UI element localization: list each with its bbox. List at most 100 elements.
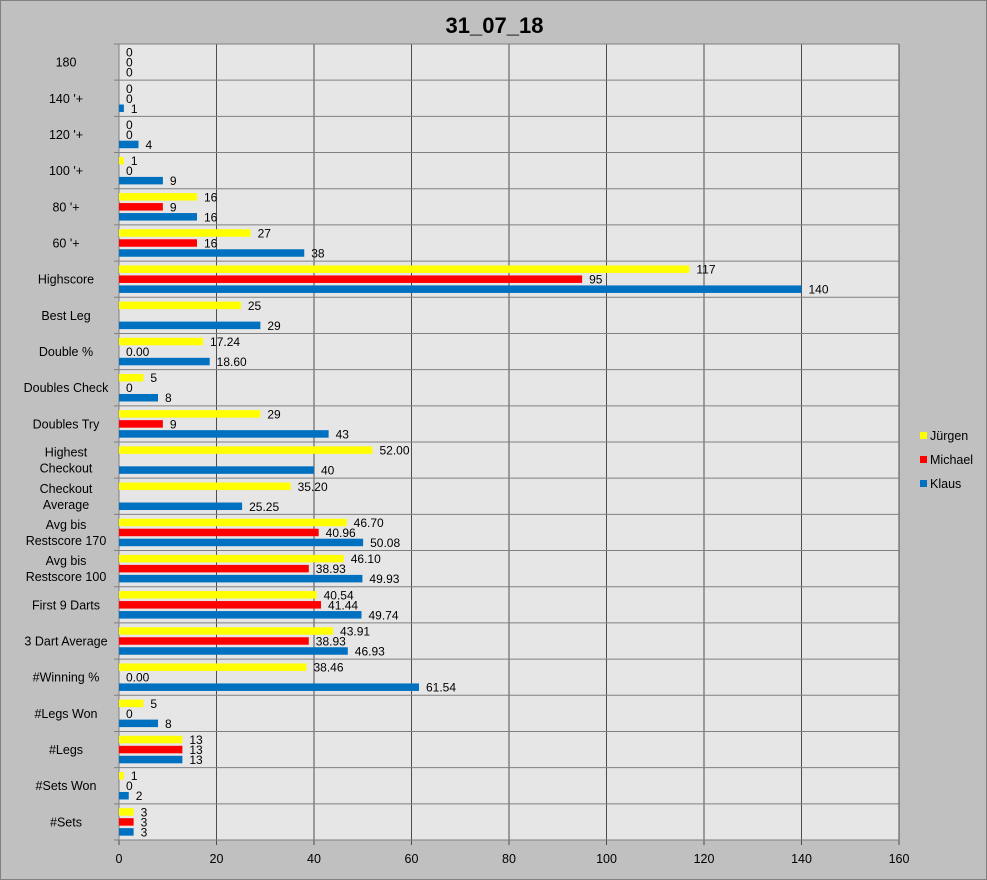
value-label: 0: [126, 46, 133, 60]
bar-jürgen: [119, 229, 251, 237]
value-label: 0: [126, 82, 133, 96]
bars: [119, 104, 802, 836]
x-tick-label: 20: [210, 852, 224, 866]
category-labels: 180 140 '+ 120 '+ 100 '+ 80 '+ 60 '+ Highscore…: [24, 56, 110, 830]
bar-klaus: [119, 502, 243, 511]
value-label: 5: [150, 371, 157, 385]
x-tick-label: 160: [889, 852, 910, 866]
value-label: 29: [267, 319, 281, 333]
value-label: 0: [126, 56, 133, 70]
bar-klaus: [119, 538, 364, 547]
bar-klaus: [119, 466, 314, 474]
value-label: 1: [131, 102, 138, 116]
bar-klaus: [119, 647, 348, 655]
value-label: 13: [189, 753, 203, 767]
category-label: #Legs: [49, 743, 83, 757]
value-label: 18.60: [217, 355, 247, 369]
x-tick-label: 120: [694, 852, 715, 866]
category-label: #Winning %: [33, 671, 100, 685]
bar-jürgen: [119, 518, 347, 527]
bar-michael: [119, 745, 183, 754]
bar-jürgen: [119, 554, 344, 563]
bar-jürgen: [119, 699, 144, 708]
value-label: 16: [204, 190, 218, 204]
category-label: Doubles Try: [33, 417, 100, 431]
bar-klaus: [119, 574, 363, 583]
category-label: Avg bis Restscore 170: [26, 518, 107, 548]
bar-jürgen: [119, 193, 197, 201]
bar-jürgen: [119, 373, 144, 382]
bar-klaus: [119, 393, 158, 402]
category-label: #Legs Won: [34, 707, 97, 721]
category-label-line: 60 '+: [52, 237, 79, 251]
value-label: 0.00: [126, 345, 150, 359]
value-label: 16: [204, 237, 218, 251]
value-label: 50.08: [370, 536, 400, 550]
value-label: 38: [311, 247, 325, 261]
category-label-line: 100 '+: [49, 164, 83, 178]
category-label-line: Best Leg: [41, 309, 90, 323]
category-label-line: #Legs Won: [34, 707, 97, 721]
category-label: Doubles Check: [24, 381, 110, 395]
value-label: 61.54: [426, 681, 456, 695]
value-label: 43: [336, 427, 350, 441]
category-label: 140 '+: [49, 92, 83, 106]
category-label-line: #Sets: [50, 815, 82, 829]
category-label: #Sets: [50, 815, 82, 829]
value-label: 49.74: [368, 608, 398, 622]
value-label: 0.00: [126, 671, 150, 685]
value-label: 0: [126, 92, 133, 106]
x-tick-label: 0: [116, 852, 123, 866]
value-label: 3: [141, 815, 148, 829]
legend-swatch-klaus: [920, 480, 927, 487]
category-label-line: Avg bis: [46, 554, 87, 568]
value-label: 41.44: [328, 598, 358, 612]
x-tick-label: 100: [596, 852, 617, 866]
value-label: 52.00: [380, 444, 410, 458]
value-label: 29: [267, 407, 281, 421]
value-label: 117: [696, 263, 715, 277]
value-label: 0: [126, 707, 133, 721]
bar-jürgen: [119, 627, 334, 635]
value-label: 17.24: [210, 335, 240, 349]
value-label: 0: [126, 66, 133, 80]
x-tick-label: 80: [502, 852, 516, 866]
value-label: 27: [258, 227, 272, 241]
bar-jürgen: [119, 591, 317, 599]
category-label: 80 '+: [52, 200, 79, 214]
value-label: 2: [136, 789, 143, 803]
bar-klaus: [119, 321, 261, 330]
category-label-line: Doubles Check: [24, 381, 110, 395]
bar-jürgen: [119, 265, 690, 273]
bar-michael: [119, 420, 163, 428]
bar-klaus: [119, 213, 197, 221]
bar-jürgen: [119, 337, 204, 346]
bar-jürgen: [119, 808, 134, 816]
value-label: 13: [189, 733, 203, 747]
value-label: 38.46: [313, 661, 343, 675]
value-label: 4: [146, 138, 153, 152]
bar-klaus: [119, 755, 183, 764]
category-label: Checkout Average: [40, 482, 93, 512]
value-label: 38.93: [316, 562, 346, 576]
value-label: 95: [589, 273, 603, 287]
value-label: 5: [150, 697, 157, 711]
category-label: Highscore: [38, 273, 94, 287]
bar-klaus: [119, 611, 362, 619]
category-label-line: #Sets Won: [36, 779, 97, 793]
bar-klaus: [119, 683, 420, 691]
value-label: 40: [321, 464, 335, 478]
value-label: 9: [170, 200, 177, 214]
x-tick-label: 60: [405, 852, 419, 866]
category-label-line: 140 '+: [49, 92, 83, 106]
category-label: Avg bis Restscore 100: [26, 554, 107, 584]
bar-jürgen: [119, 663, 307, 671]
x-tick-labels: 0 20 40 60 80 100 120 140 160: [116, 852, 910, 866]
value-label: 43.91: [340, 625, 370, 639]
category-label-line: First 9 Darts: [32, 598, 100, 612]
category-label-line: Highscore: [38, 273, 94, 287]
value-label: 40.54: [324, 588, 354, 602]
bar-michael: [119, 275, 583, 283]
bar-michael: [119, 637, 309, 645]
